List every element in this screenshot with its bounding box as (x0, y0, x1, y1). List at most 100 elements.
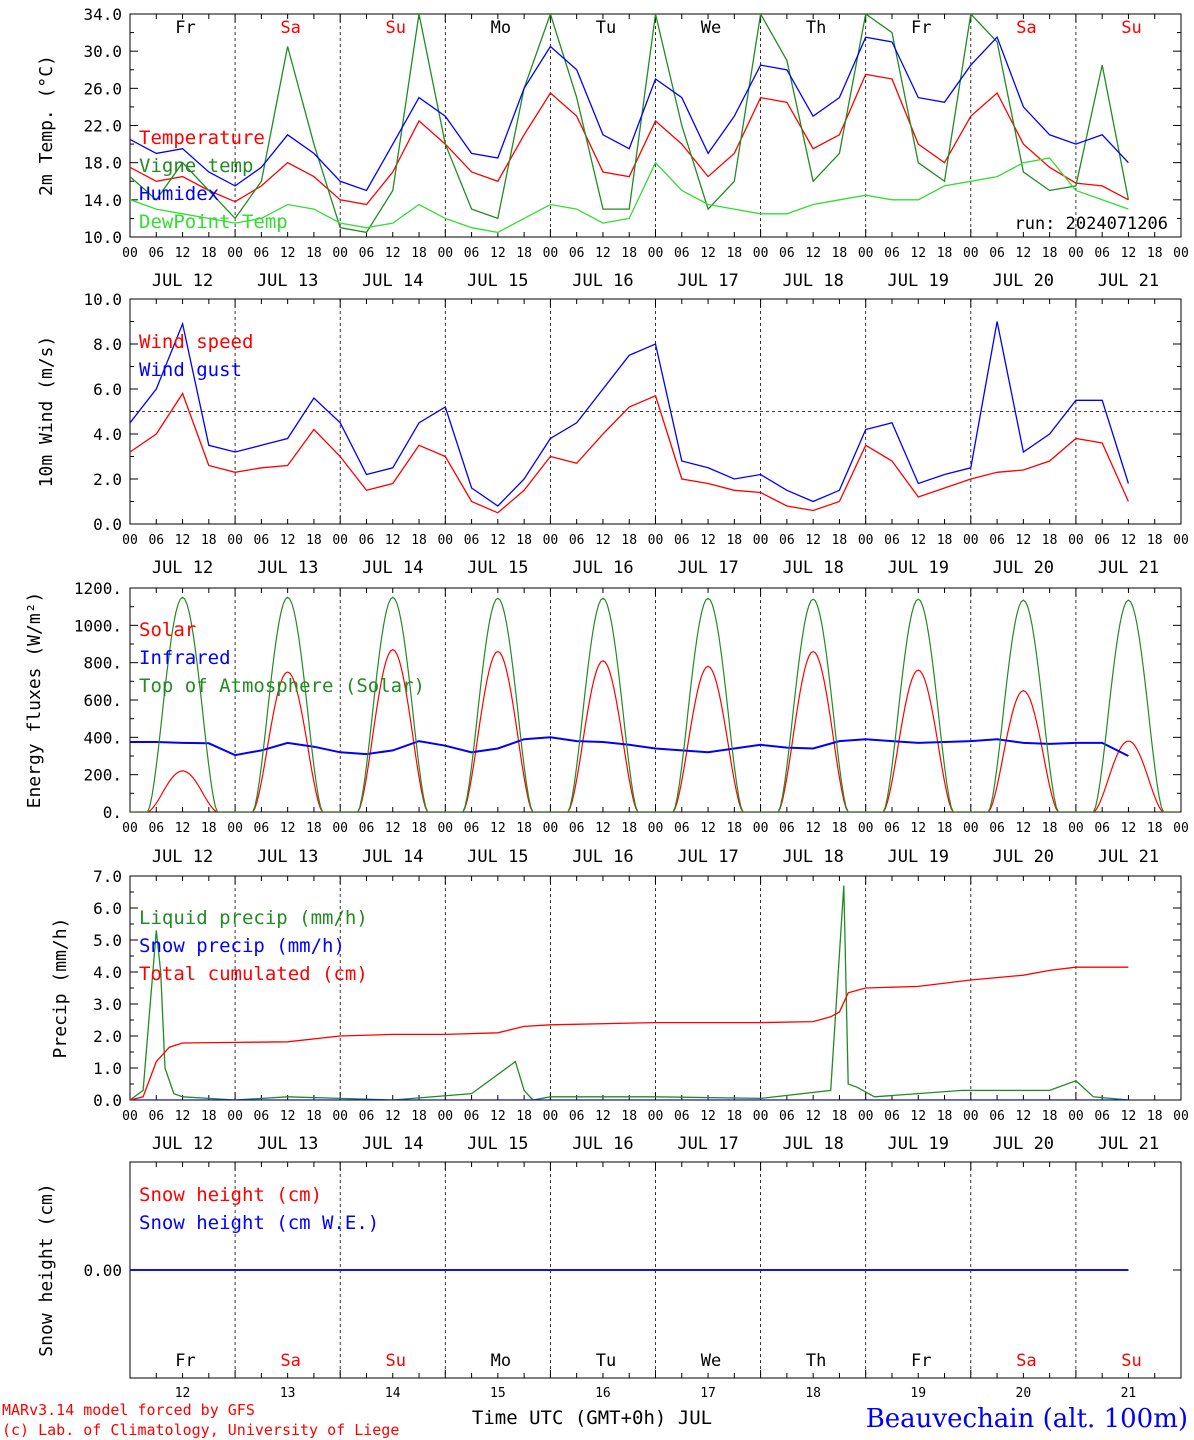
day-name: Su (386, 1351, 406, 1371)
day-name: Sa (1016, 18, 1036, 38)
legend-entry: Total cumulated (cm) (139, 963, 368, 985)
hour-tick-label: 06 (674, 246, 690, 261)
hour-tick-label: 06 (464, 821, 480, 836)
hour-tick-label: 18 (516, 246, 532, 261)
day-number-label: 12 (175, 1386, 191, 1401)
hour-tick-label: 18 (516, 533, 532, 548)
day-name: Th (806, 18, 826, 38)
y-tick-label: 600. (83, 691, 122, 710)
hour-tick-label: 18 (201, 1109, 217, 1124)
hour-tick-label: 06 (254, 246, 270, 261)
hour-tick-label: 12 (595, 1109, 611, 1124)
date-label: JUL 20 (993, 558, 1054, 578)
y-axis-label: 10m Wind (m/s) (36, 336, 57, 488)
hour-tick-label: 06 (779, 1109, 795, 1124)
hour-tick-label: 12 (385, 533, 401, 548)
series-dewpoint-temp (130, 157, 1129, 234)
hour-tick-label: 18 (621, 1109, 637, 1124)
hour-tick-label: 00 (437, 1109, 453, 1124)
date-label: JUL 15 (467, 271, 528, 291)
hour-tick-label: 18 (726, 533, 742, 548)
hour-tick-label: 06 (569, 246, 585, 261)
day-number-label: 14 (385, 1386, 401, 1401)
date-label: JUL 21 (1098, 1134, 1159, 1154)
hour-tick-label: 00 (858, 246, 874, 261)
y-tick-label: 22.0 (83, 117, 122, 136)
date-label: JUL 20 (993, 847, 1054, 867)
day-name: Tu (596, 1351, 616, 1371)
legend-entry: Humidex (139, 183, 219, 205)
plot-area (130, 14, 1130, 234)
run-annotation: run: 2024071206 (1014, 214, 1168, 234)
y-tick-label: 4.0 (93, 425, 122, 444)
legend-entry: Wind gust (139, 359, 242, 381)
hour-tick-label: 00 (1173, 246, 1189, 261)
hour-tick-label: 06 (464, 1109, 480, 1124)
hour-tick-label: 12 (1016, 1109, 1032, 1124)
date-label: JUL 14 (362, 1134, 423, 1154)
y-tick-label: 1000. (74, 616, 122, 635)
y-tick-label: 0.00 (83, 1261, 122, 1280)
hour-tick-label: 12 (595, 246, 611, 261)
legend-entry: Solar (139, 619, 196, 641)
hour-tick-label: 00 (753, 821, 769, 836)
hour-tick-label: 12 (700, 821, 716, 836)
date-label: JUL 16 (572, 271, 633, 291)
hour-tick-label: 00 (122, 1109, 138, 1124)
hour-tick-label: 00 (437, 821, 453, 836)
hour-tick-label: 00 (963, 821, 979, 836)
hour-tick-label: 12 (700, 533, 716, 548)
hour-tick-label: 12 (385, 246, 401, 261)
y-tick-label: 6.0 (93, 380, 122, 399)
hour-tick-label: 00 (1173, 533, 1189, 548)
hour-tick-label: 06 (254, 533, 270, 548)
day-name: Sa (280, 18, 300, 38)
hour-tick-label: 06 (989, 246, 1005, 261)
hour-tick-label: 12 (175, 533, 191, 548)
hour-tick-label: 06 (464, 246, 480, 261)
hour-tick-label: 12 (1121, 821, 1137, 836)
hour-tick-label: 18 (726, 821, 742, 836)
hour-tick-label: 12 (385, 1109, 401, 1124)
hour-tick-label: 00 (227, 1109, 243, 1124)
hour-tick-label: 18 (1147, 533, 1163, 548)
hour-tick-label: 18 (306, 1109, 322, 1124)
legend-entry: Liquid precip (mm/h) (139, 907, 368, 929)
hour-tick-label: 12 (175, 1109, 191, 1124)
hour-tick-label: 12 (175, 821, 191, 836)
hour-tick-label: 12 (910, 533, 926, 548)
series-vigne-temp (130, 14, 1130, 234)
date-label: JUL 19 (888, 1134, 949, 1154)
hour-tick-label: 18 (411, 821, 427, 836)
y-tick-label: 0.0 (93, 515, 122, 534)
date-label: JUL 12 (152, 271, 213, 291)
hour-tick-label: 18 (621, 246, 637, 261)
hour-tick-label: 00 (332, 1109, 348, 1124)
hour-tick-label: 12 (280, 821, 296, 836)
date-label: JUL 12 (152, 847, 213, 867)
hour-tick-label: 06 (1094, 246, 1110, 261)
day-name: Fr (911, 18, 931, 38)
date-label: JUL 20 (993, 1134, 1054, 1154)
hour-tick-label: 18 (621, 533, 637, 548)
hour-tick-label: 06 (674, 821, 690, 836)
date-label: JUL 13 (257, 558, 318, 578)
y-tick-label: 6.0 (93, 899, 122, 918)
hour-tick-label: 00 (648, 1109, 664, 1124)
hour-tick-label: 00 (963, 246, 979, 261)
legend-entry: Temperature (139, 127, 265, 149)
hour-tick-label: 18 (201, 533, 217, 548)
y-tick-label: 2.0 (93, 470, 122, 489)
hour-tick-label: 06 (989, 1109, 1005, 1124)
hour-tick-label: 18 (411, 533, 427, 548)
date-label: JUL 15 (467, 558, 528, 578)
plot-area (130, 885, 1129, 1100)
hour-tick-label: 18 (726, 1109, 742, 1124)
hour-tick-label: 06 (148, 821, 164, 836)
hour-tick-label: 12 (280, 246, 296, 261)
hour-tick-label: 12 (490, 246, 506, 261)
hour-tick-label: 18 (1147, 821, 1163, 836)
hour-tick-label: 18 (621, 821, 637, 836)
hour-tick-label: 00 (122, 533, 138, 548)
day-number-label: 20 (1016, 1386, 1032, 1401)
